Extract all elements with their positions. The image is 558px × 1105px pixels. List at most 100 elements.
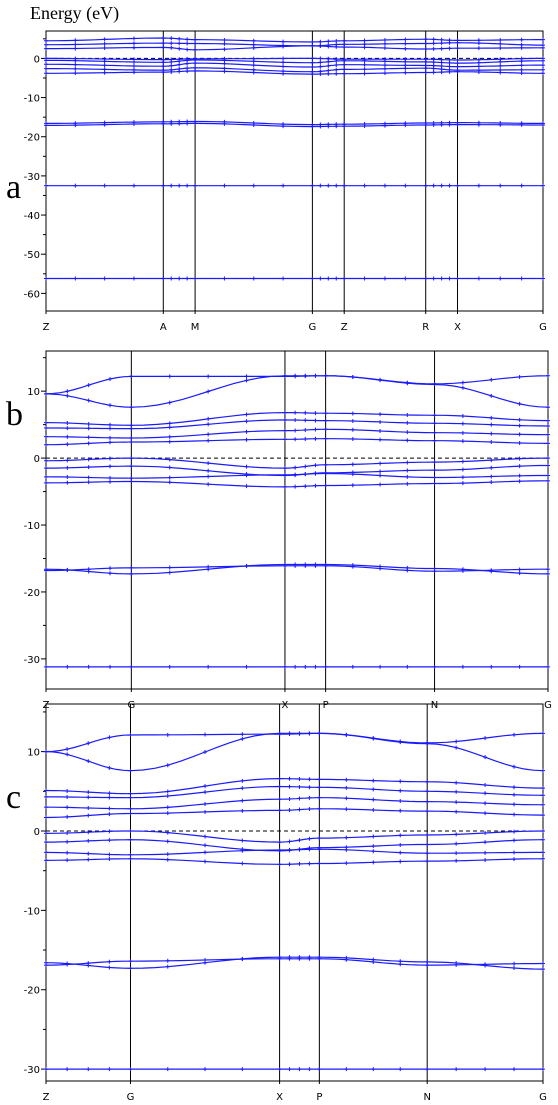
band-point <box>131 57 136 62</box>
band-point <box>73 183 78 188</box>
band-point <box>519 276 524 281</box>
band-point <box>281 183 286 188</box>
band-point <box>405 460 410 465</box>
band-point <box>483 830 488 835</box>
band-point <box>129 456 134 461</box>
band-point <box>432 475 437 480</box>
band-line <box>46 565 548 572</box>
band-point <box>425 740 430 745</box>
band-point <box>382 38 387 43</box>
band-point <box>203 1067 208 1072</box>
band-point <box>86 441 91 446</box>
band-point <box>423 122 428 127</box>
band-point <box>244 419 249 424</box>
band-point <box>206 564 211 569</box>
band-point <box>517 401 522 406</box>
band-point <box>185 276 190 281</box>
band-point <box>251 276 256 281</box>
band-point <box>108 422 113 427</box>
band-point <box>323 563 328 568</box>
band-point <box>65 794 70 799</box>
band-line <box>45 808 544 819</box>
band-point <box>541 768 545 773</box>
band-point <box>44 788 48 793</box>
band-point <box>541 276 545 281</box>
band-point <box>287 776 292 781</box>
band-point <box>382 183 387 188</box>
band-point <box>403 70 408 75</box>
band-point <box>512 838 517 843</box>
band-point <box>317 795 322 800</box>
y-tick-label: -20 <box>24 133 40 144</box>
band-point <box>86 1067 91 1072</box>
band-point <box>425 809 430 814</box>
band-point <box>432 460 437 465</box>
band-point <box>86 664 91 669</box>
band-point <box>65 442 70 447</box>
band-point <box>371 860 376 865</box>
band-point <box>167 565 172 570</box>
band-point <box>131 276 136 281</box>
k-point-label: N <box>423 1092 430 1103</box>
band-point <box>282 417 287 422</box>
band-point <box>107 965 112 970</box>
band-point <box>476 64 481 69</box>
band-point <box>86 795 91 800</box>
k-point-label: X <box>454 322 461 333</box>
band-point <box>161 41 166 46</box>
band-point <box>455 38 460 43</box>
band-point <box>334 42 339 47</box>
band-point <box>425 799 430 804</box>
band-point <box>512 966 517 971</box>
band-point <box>318 276 323 281</box>
band-point <box>44 276 48 281</box>
band-point <box>86 830 91 835</box>
band-point <box>371 849 376 854</box>
band-point <box>476 276 481 281</box>
band-point <box>281 56 286 61</box>
band-point <box>455 46 460 51</box>
band-point <box>541 802 545 807</box>
band-point <box>423 63 428 68</box>
band-point <box>44 831 48 836</box>
band-point <box>541 813 545 818</box>
band-point <box>303 410 308 415</box>
band-point <box>177 57 182 62</box>
band-point <box>129 436 134 441</box>
band-point <box>128 828 133 833</box>
band-point <box>251 67 256 72</box>
k-point-label: P <box>316 1092 322 1103</box>
band-point <box>240 798 245 803</box>
band-point <box>350 427 355 432</box>
band-point <box>65 480 70 485</box>
band-point <box>167 465 172 470</box>
k-point-label: G <box>539 322 547 333</box>
band-point <box>447 38 452 43</box>
band-point <box>342 42 347 47</box>
band-point <box>350 470 355 475</box>
band-point <box>378 412 383 417</box>
band-point <box>326 183 331 188</box>
band-point <box>129 664 134 669</box>
band-point <box>483 782 488 787</box>
band-point <box>371 807 376 812</box>
band-point <box>483 736 488 741</box>
band-point <box>403 123 408 128</box>
band-point <box>102 46 107 51</box>
band-point <box>167 425 172 430</box>
band-point <box>439 37 444 42</box>
k-point-label: G <box>544 700 552 711</box>
band-point <box>313 563 318 568</box>
band-point <box>65 1067 70 1072</box>
band-point <box>44 466 48 471</box>
band-point <box>447 67 452 72</box>
band-point <box>378 566 383 571</box>
band-point <box>206 664 211 669</box>
band-point <box>323 427 328 432</box>
band-point <box>541 1067 545 1072</box>
band-point <box>498 67 503 72</box>
band-point <box>498 63 503 68</box>
band-point <box>405 468 410 473</box>
band-point <box>541 850 545 855</box>
band-point <box>297 777 302 782</box>
